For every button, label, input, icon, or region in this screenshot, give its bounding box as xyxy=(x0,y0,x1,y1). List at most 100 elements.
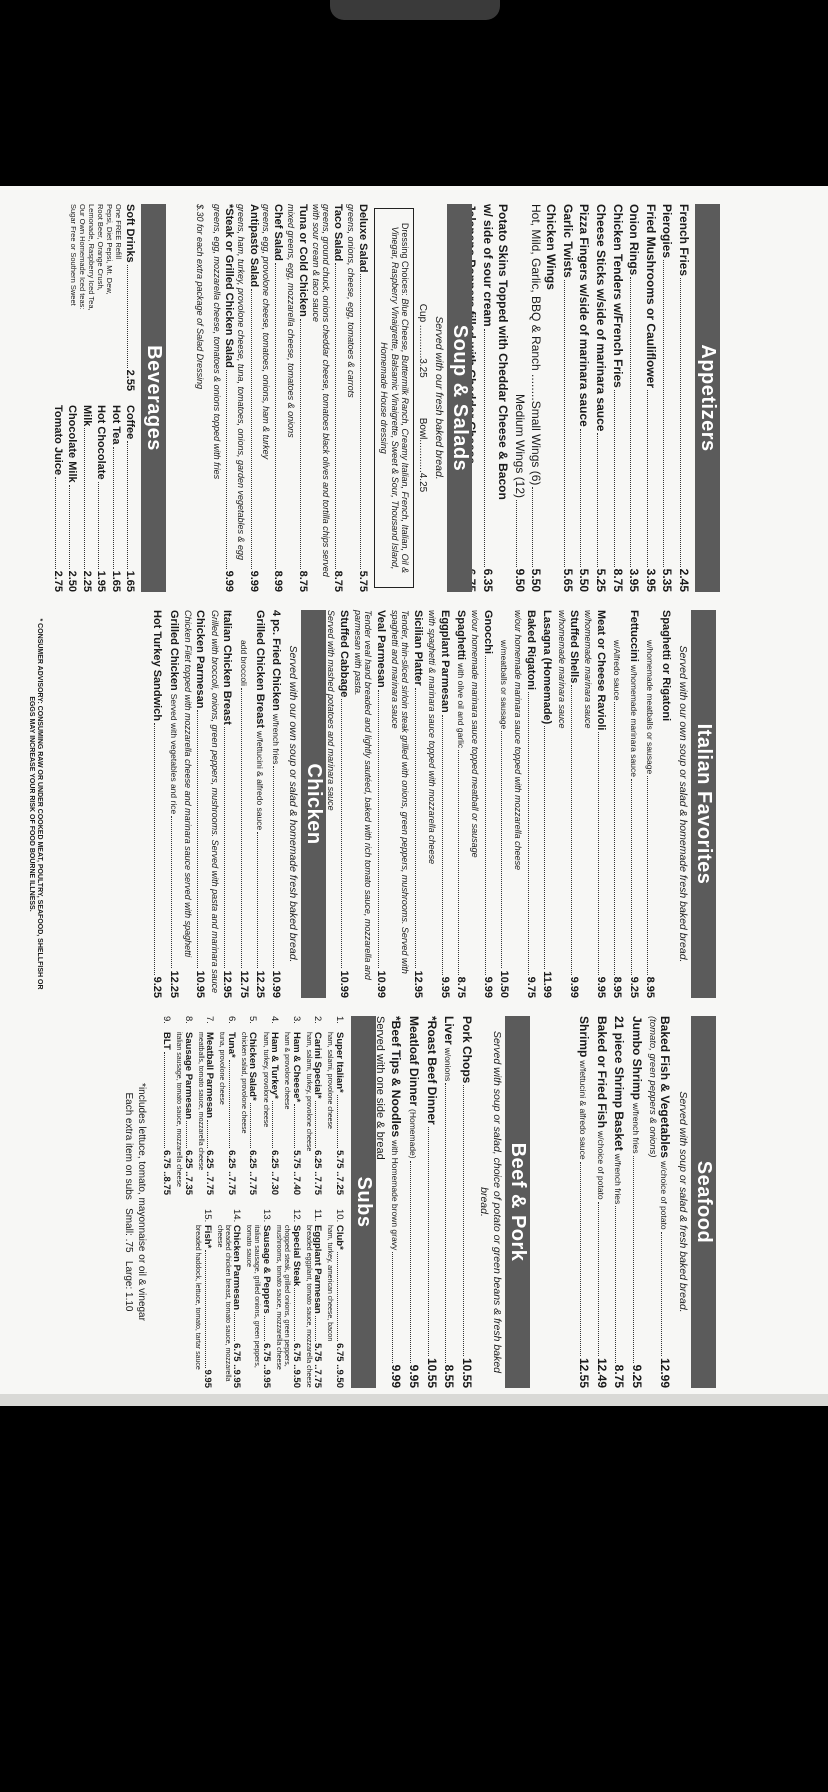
item-name: French Fries xyxy=(677,204,691,277)
sub-number: 9. xyxy=(161,1016,172,1024)
item-description: mixed greens, egg, mozzarella cheese, to… xyxy=(285,204,296,438)
dot-leader xyxy=(630,778,632,975)
item-row: Sicilian Platter 12.95 xyxy=(410,610,424,998)
item-price: 8.55 xyxy=(442,1364,457,1388)
item-row: Spaghetti or Rigatoni xyxy=(659,610,672,998)
item-name: Chocolate Milk xyxy=(66,405,79,483)
dot-leader xyxy=(646,390,648,567)
wing-size-label: Hot, Mild, Garlic, BBQ & Ranch ........S… xyxy=(528,204,543,486)
sub-number: 11. xyxy=(312,1209,324,1222)
item-price: 8.75 xyxy=(297,570,310,592)
menu-item: Meatloaf Dinner (Homemade) 9.95 xyxy=(405,1016,421,1388)
item-row: Grilled Chicken Breast w/fettucini & alfr… xyxy=(253,610,266,998)
menu-item: Grilled Chicken Breast w/fettucini & alfr… xyxy=(253,610,266,998)
menu-item: Stuffed Cabbage 10.99 Served with mashed p… xyxy=(326,610,350,998)
dot-leader xyxy=(197,710,199,969)
sub-body: Chicken Salad* 6.25 ..7.75 chicken salad, … xyxy=(239,1032,259,1195)
menu-item: Hot Chocolate 1.95 xyxy=(94,405,107,592)
sub-number: 10. xyxy=(334,1209,345,1223)
sub-number: 13. xyxy=(261,1209,273,1223)
dot-leader xyxy=(597,1201,599,1356)
item-name: Liver xyxy=(442,1016,457,1045)
item-note: w/choice of potato xyxy=(659,1161,670,1230)
sub-body: Special Steak 6.75 ..9.50 chopped steak, g… xyxy=(274,1225,302,1388)
item-name: Meat or Cheese Ravioli xyxy=(594,610,607,731)
item-description: greens, onions, cheese, egg, tomatoes & … xyxy=(345,204,356,398)
item-row: Coffee 1.65 xyxy=(123,405,136,592)
menu-item: Meat or Cheese Ravioli 9.95 w/homemade mar… xyxy=(583,610,607,998)
item-note: w/fettucini & alfredo sauce xyxy=(578,1060,589,1160)
menu-column-1: Appetizers French Fries 2.45 Pierogies 5.35 F… xyxy=(25,204,800,592)
item-row: Pierogies 5.35 xyxy=(659,204,674,592)
item-row: w/Alfredo sauce 8.95 xyxy=(610,610,623,998)
item-row: Veal Parmesan 10.99 xyxy=(373,610,387,998)
item-name: Hot Turkey Sandwich xyxy=(151,610,164,722)
item-row: Hot Tea 1.65 xyxy=(108,405,122,592)
dot-leader xyxy=(580,428,582,567)
dot-leader xyxy=(224,726,226,969)
item-row: Stuffed Cabbage 10.99 xyxy=(336,610,350,998)
menu-item: 21 piece Shrimp Basket w/french fries 8.75 xyxy=(611,1016,626,1388)
sub-item: 12. Special Steak 6.75 ..9.50 chopped steak… xyxy=(274,1209,302,1388)
item-row: 21 piece Shrimp Basket w/french fries 8.75 xyxy=(611,1016,626,1388)
item-note: Served with vegetables and rice xyxy=(168,693,179,815)
menu-item: Chicken Wings Hot, Mild, Garlic, BBQ & Ra… xyxy=(511,204,558,592)
menu-item: Liver w/onions 8.55 xyxy=(441,1016,457,1388)
sub-number: 3. xyxy=(290,1016,302,1024)
dot-leader xyxy=(337,1251,338,1342)
wing-size-row: Hot, Mild, Garlic, BBQ & Ranch ........S… xyxy=(527,204,543,592)
dot-leader xyxy=(392,1252,394,1363)
menu-item: Jumbo Shrimp w/french fries 9.25 xyxy=(628,1016,644,1388)
soft-drink-list: Our Own Homemade Iced teas: xyxy=(77,204,87,310)
dot-leader xyxy=(250,1102,252,1149)
item-price: 12.25 xyxy=(167,970,180,998)
item-row: Garlic Twists 5.65 xyxy=(559,204,575,592)
item-note: w/choice of potato xyxy=(595,1131,606,1200)
dot-leader xyxy=(615,1206,617,1363)
sub-body: Meatball Parmesan 6.25 ..7.75 meatballs, t… xyxy=(196,1032,216,1195)
item-name: Chicken Parmesan xyxy=(194,610,207,709)
item-row: Liver w/onions 8.55 xyxy=(441,1016,457,1388)
item-name: Meatball Parmesan xyxy=(204,1032,216,1119)
status-bar-notch xyxy=(330,0,500,20)
menu-item: Veal Parmesan 10.99 Tender veal hand bread… xyxy=(353,610,387,998)
item-name: Sausage Parmesan xyxy=(182,1032,194,1120)
beef-pork-section: Beef & Pork Served with soup or salad, ch… xyxy=(369,1016,530,1388)
item-row: Jumbo Shrimp w/french fries 9.25 xyxy=(628,1016,644,1388)
sub-description: ham, turkey, american cheese, bacon xyxy=(326,1225,334,1342)
sub-item: 3. Ham & Cheese* 5.75 ..7.40 ham & provolon… xyxy=(282,1016,302,1195)
menu-column-3: Seafood Served with soup or salad & fresh… xyxy=(25,1016,800,1388)
menu-column-2: Italian Favorites Served with our own sou… xyxy=(25,610,800,998)
includes-note: *includes lettuce, tomato, mayonnaise or… xyxy=(136,1083,148,1321)
item-price: 6.25 ..7.30 xyxy=(269,1150,281,1195)
item-price: 9.25 xyxy=(627,976,640,998)
item-price: 8.95 xyxy=(644,976,656,998)
item-price: 3.95 xyxy=(627,568,642,592)
menu-item: Baked Rigatoni 9.75 w/our homemade marinar… xyxy=(513,610,536,998)
item-row: Special Steak 6.75 ..9.50 xyxy=(290,1225,302,1388)
menu-item: French Fries 2.45 xyxy=(675,204,691,592)
item-row: Chicken Salad* 6.25 ..7.75 xyxy=(247,1032,259,1195)
dot-leader xyxy=(501,731,503,969)
dot-leader xyxy=(410,1160,412,1363)
dot-leader xyxy=(340,699,342,969)
menu-item: Taco Salad 8.75 greens, ground chuck, onio… xyxy=(310,204,345,592)
item-note: w/onions xyxy=(443,1047,454,1082)
sub-description: chicken salad, provolone cheese xyxy=(239,1032,247,1134)
item-price: 6.75 ..9.95 xyxy=(261,1343,273,1388)
sub-item: 1. Super Italian* 5.75 ..7.25 ham, salami, … xyxy=(325,1016,345,1195)
item-name: Chef Salad xyxy=(272,204,285,261)
item-row: add broccoli 12.75 xyxy=(236,610,250,998)
item-row: Club* 6.75 ..9.50 xyxy=(333,1225,345,1388)
sub-body: Fish* 9.95 breaded haddock, lettuce, tomat… xyxy=(193,1225,213,1388)
item-row: Sausage & Peppers 6.75 ..9.95 xyxy=(261,1225,273,1388)
menu-item: Grilled Chicken Served with vegetables an… xyxy=(166,610,180,998)
dot-leader xyxy=(441,714,443,975)
item-row: Cheese Sticks w/side of marinara sauce 5.… xyxy=(592,204,608,592)
consumer-advisory: * CONSUMER ADVISORY: CONSUMING RAW OR UN… xyxy=(27,618,43,990)
item-row: Chicken Tenders w/French Fries 8.75 xyxy=(609,204,625,592)
seafood-section: Seafood Served with soup or salad & fresh… xyxy=(574,1016,716,1388)
menu-item: Chicken Parmesan 10.95 Chicken Filet toppe… xyxy=(183,610,207,998)
dot-leader xyxy=(580,1161,582,1356)
item-price: 10.55 xyxy=(459,1357,474,1388)
